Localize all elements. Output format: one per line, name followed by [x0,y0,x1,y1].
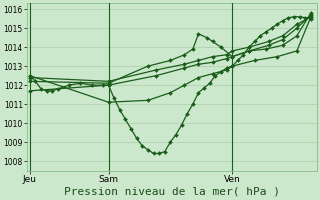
X-axis label: Pression niveau de la mer( hPa ): Pression niveau de la mer( hPa ) [64,187,280,197]
